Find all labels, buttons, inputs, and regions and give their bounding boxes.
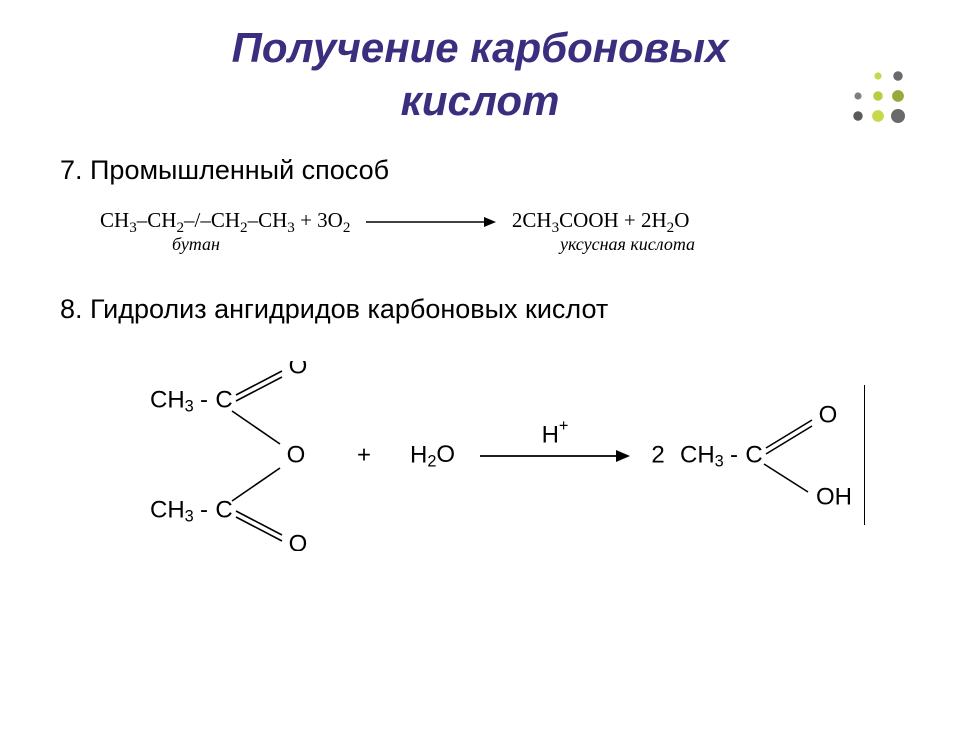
eq1-ch2-1: –CH: [137, 208, 177, 232]
svg-text:C: C: [215, 386, 232, 413]
title-line-2: кислот: [401, 77, 560, 124]
svg-text:+: +: [357, 441, 371, 468]
equation-2-end-bar: [864, 385, 865, 525]
equation-2-anhydride-hydrolysis: CH3-COOCH3-CO+H2OH+2CH3-COOH: [120, 361, 900, 551]
equation-2-structure: CH3-COOCH3-CO+H2OH+2CH3-COOH: [120, 361, 880, 551]
svg-text:-: -: [200, 496, 208, 523]
section-8-label: 8. Гидролиз ангидридов карбоновых кислот: [60, 294, 900, 325]
reaction-arrow-1: [366, 215, 496, 229]
svg-text:O: O: [289, 530, 308, 551]
equation-1-butane-oxidation: CH3–CH2–/–CH2–CH3 + 3O2 2CH3COOH + 2H2O …: [100, 208, 900, 264]
svg-text:O: O: [289, 361, 308, 379]
title-line-1: Получение карбоновых: [232, 24, 729, 71]
eq1-ch2-2: –/–CH: [184, 208, 240, 232]
content-area: 7. Промышленный способ CH3–CH2–/–CH2–CH3…: [0, 155, 960, 551]
svg-text:O: O: [287, 441, 306, 468]
slide-title: Получение карбоновых кислот: [0, 22, 960, 127]
label-butane: бутан: [172, 234, 220, 255]
svg-text:2: 2: [651, 441, 664, 468]
svg-text:OH: OH: [816, 483, 852, 510]
svg-text:-: -: [730, 441, 738, 468]
eq1-ch3-2: –CH: [248, 208, 288, 232]
svg-text:C: C: [215, 496, 232, 523]
svg-text:H2O: H2O: [410, 441, 455, 471]
label-acetic-acid: уксусная кислота: [560, 234, 695, 255]
corner-dot-decoration: [846, 64, 926, 149]
section-7-label: 7. Промышленный способ: [60, 155, 900, 186]
eq1-rhs-o: O: [674, 208, 689, 232]
eq1-plus-o2: + 3O: [295, 208, 343, 232]
eq1-rhs-coef: 2CH: [512, 208, 552, 232]
svg-text:CH3: CH3: [150, 386, 194, 416]
svg-text:H+: H+: [542, 417, 569, 448]
svg-text:-: -: [200, 386, 208, 413]
svg-text:O: O: [819, 401, 838, 428]
svg-text:CH3: CH3: [150, 496, 194, 526]
eq1-rhs-cooh: COOH + 2H: [559, 208, 667, 232]
equation-1-line: CH3–CH2–/–CH2–CH3 + 3O2 2CH3COOH + 2H2O: [100, 208, 689, 237]
svg-text:C: C: [745, 441, 762, 468]
svg-text:CH3: CH3: [680, 441, 724, 471]
eq1-ch3-1: CH: [100, 208, 129, 232]
